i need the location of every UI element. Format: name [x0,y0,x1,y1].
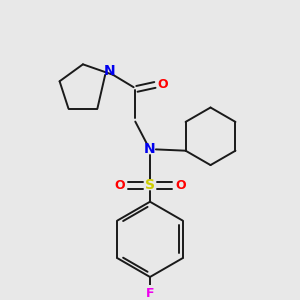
Text: O: O [114,179,124,192]
Text: O: O [158,78,168,92]
Text: S: S [145,178,155,192]
Text: N: N [144,142,156,156]
Text: F: F [146,287,154,300]
Text: O: O [176,179,186,192]
Text: N: N [103,64,115,78]
